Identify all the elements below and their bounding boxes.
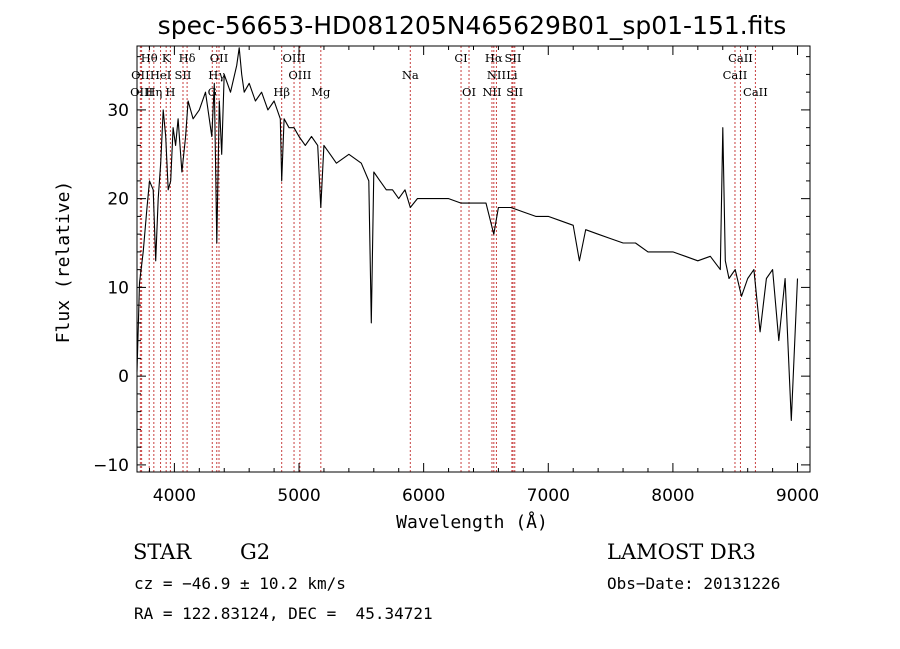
y-tick-label: −10: [93, 456, 129, 476]
line-label: SII: [506, 85, 523, 99]
object-subclass: G2: [240, 540, 271, 564]
line-label: Na: [402, 68, 419, 82]
x-tick-label: 6000: [402, 486, 445, 506]
line-label: SII: [175, 68, 192, 82]
chart-title: spec-56653-HD081205N465629B01_sp01-151.f…: [158, 11, 787, 40]
survey-name: LAMOST DR3: [607, 540, 756, 564]
line-label: OIII: [130, 85, 153, 99]
line-label: OI: [462, 85, 476, 99]
coordinates-text: RA = 122.83124, DEC = 45.34721: [134, 604, 433, 623]
line-label: Hδ: [179, 51, 196, 65]
line-label: K: [162, 51, 171, 65]
x-axis-ticks: 4000 5000 6000 7000 8000 9000: [148, 46, 819, 506]
line-label: G: [208, 85, 217, 99]
y-tick-label: 0: [118, 367, 129, 387]
line-label: NII: [482, 85, 501, 99]
flux-line: [136, 47, 799, 422]
line-label: OIII: [283, 51, 306, 65]
object-class: STAR: [133, 540, 192, 564]
line-label: Hθ: [141, 51, 158, 65]
line-label: Li: [506, 68, 518, 82]
y-tick-label: 10: [107, 278, 129, 298]
line-label: HeI: [150, 68, 171, 82]
line-label: CI: [454, 51, 467, 65]
line-label: SII: [505, 51, 522, 65]
x-tick-label: 7000: [527, 486, 570, 506]
line-label: OII: [210, 51, 229, 65]
redshift-text: cz = −46.9 ± 10.2 km/s: [134, 574, 346, 593]
line-label: Hγ: [208, 68, 225, 82]
line-label: OIII: [288, 68, 311, 82]
line-label: Mg: [311, 85, 331, 99]
line-markers: [139, 46, 756, 472]
line-label: CaII: [728, 51, 753, 65]
y-tick-label: 20: [107, 190, 129, 210]
observation-date: Obs−Date: 20131226: [607, 574, 781, 593]
x-axis-label: Wavelength (Å): [396, 511, 548, 533]
x-tick-label: 5000: [277, 486, 320, 506]
line-label: CaII: [723, 68, 748, 82]
y-tick-label: 30: [107, 101, 129, 121]
x-tick-label: 4000: [153, 486, 196, 506]
line-label: H: [165, 85, 175, 99]
line-label: Hα: [485, 51, 503, 65]
line-label: Hη: [145, 85, 162, 99]
x-tick-label: 9000: [776, 486, 819, 506]
line-label: NII: [487, 68, 506, 82]
line-label: Hβ: [273, 85, 290, 99]
line-label: OII: [131, 68, 150, 82]
y-axis-ticks: −10 0 10 20 30: [93, 56, 810, 476]
line-label: CaII: [743, 85, 768, 99]
flux-series: [136, 47, 799, 422]
y-axis-label: Flux (relative): [53, 181, 74, 344]
plot-frame: [136, 45, 811, 473]
x-tick-label: 8000: [651, 486, 694, 506]
